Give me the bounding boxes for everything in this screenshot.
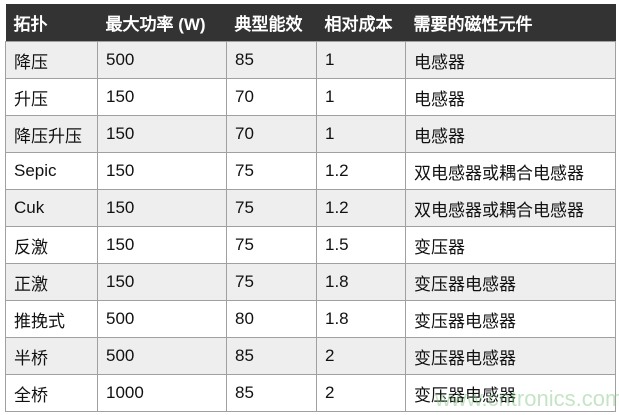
table-cell: 85 — [226, 337, 317, 375]
table-cell: 75 — [226, 189, 317, 227]
table-row: 升压 150 70 1 电感器 — [5, 78, 616, 116]
table-cell: 85 — [226, 374, 317, 412]
table-cell: 1 — [316, 41, 406, 79]
header-row: 拓扑 最大功率 (W) 典型能效 相对成本 需要的磁性元件 — [5, 4, 616, 42]
topology-table: 拓扑 最大功率 (W) 典型能效 相对成本 需要的磁性元件 降压 500 85 1 电感器 升压 1… — [5, 4, 616, 412]
table-cell: 变压器 — [405, 226, 616, 264]
table-cell: 正激 — [5, 263, 98, 301]
table-cell: 80 — [226, 300, 317, 338]
watermark: www.cntronics.com — [435, 386, 619, 411]
table-row: 全桥 1000 85 2 变压器电感器 — [5, 374, 616, 412]
table-cell: 85 — [226, 41, 317, 79]
table-cell: 150 — [97, 263, 227, 301]
table-cell: 变压器电感器 — [405, 337, 616, 375]
table-cell: 500 — [97, 41, 227, 79]
table-cell: 变压器电感器 — [405, 263, 616, 301]
table-cell: 全桥 — [5, 374, 98, 412]
table-cell: 降压 — [5, 41, 98, 79]
table-cell: 70 — [226, 115, 317, 153]
table-row: Sepic 150 75 1.2 双电感器或耦合电感器 — [5, 152, 616, 190]
column-header: 需要的磁性元件 — [405, 4, 616, 42]
column-header: 典型能效 — [226, 4, 317, 42]
table-cell: 70 — [226, 78, 317, 116]
table-cell: 1 — [316, 115, 406, 153]
table-cell: Cuk — [5, 189, 98, 227]
table-row: 反激 150 75 1.5 变压器 — [5, 226, 616, 264]
table-cell: 75 — [226, 152, 317, 190]
table-cell: 150 — [97, 78, 227, 116]
table-cell: 150 — [97, 226, 227, 264]
table-cell: Sepic — [5, 152, 98, 190]
table-cell: 75 — [226, 263, 317, 301]
table-cell: 降压升压 — [5, 115, 98, 153]
table-cell: 1 — [316, 78, 406, 116]
table-cell: 150 — [97, 189, 227, 227]
table-row: 降压 500 85 1 电感器 — [5, 41, 616, 79]
table-row: Cuk 150 75 1.2 双电感器或耦合电感器 — [5, 189, 616, 227]
table-cell: 2 — [316, 374, 406, 412]
table-cell: 1000 — [97, 374, 227, 412]
table-cell: 500 — [97, 337, 227, 375]
table-row: 降压升压 150 70 1 电感器 — [5, 115, 616, 153]
table-cell: 75 — [226, 226, 317, 264]
table-cell: 1.8 — [316, 263, 406, 301]
table-cell: 电感器 — [405, 41, 616, 79]
table-cell: 150 — [97, 152, 227, 190]
table-row: 推挽式 500 80 1.8 变压器电感器 — [5, 300, 616, 338]
table-cell: 反激 — [5, 226, 98, 264]
table-cell: 推挽式 — [5, 300, 98, 338]
column-header: 拓扑 — [5, 4, 98, 42]
column-header: 最大功率 (W) — [97, 4, 227, 42]
table-cell: 双电感器或耦合电感器 — [405, 189, 616, 227]
table-cell: 电感器 — [405, 78, 616, 116]
table-row: 正激 150 75 1.8 变压器电感器 — [5, 263, 616, 301]
table-cell: 半桥 — [5, 337, 98, 375]
table-cell: 1.2 — [316, 152, 406, 190]
table-cell: 变压器电感器 — [405, 374, 616, 412]
table-cell: 500 — [97, 300, 227, 338]
table-cell: 升压 — [5, 78, 98, 116]
table-cell: 1.8 — [316, 300, 406, 338]
table-cell: 150 — [97, 115, 227, 153]
column-header: 相对成本 — [316, 4, 406, 42]
table-cell: 2 — [316, 337, 406, 375]
table-cell: 1.5 — [316, 226, 406, 264]
table-cell: 变压器电感器 — [405, 300, 616, 338]
table-row: 半桥 500 85 2 变压器电感器 — [5, 337, 616, 375]
table-cell: 电感器 — [405, 115, 616, 153]
table-cell: 双电感器或耦合电感器 — [405, 152, 616, 190]
table-cell: 1.2 — [316, 189, 406, 227]
